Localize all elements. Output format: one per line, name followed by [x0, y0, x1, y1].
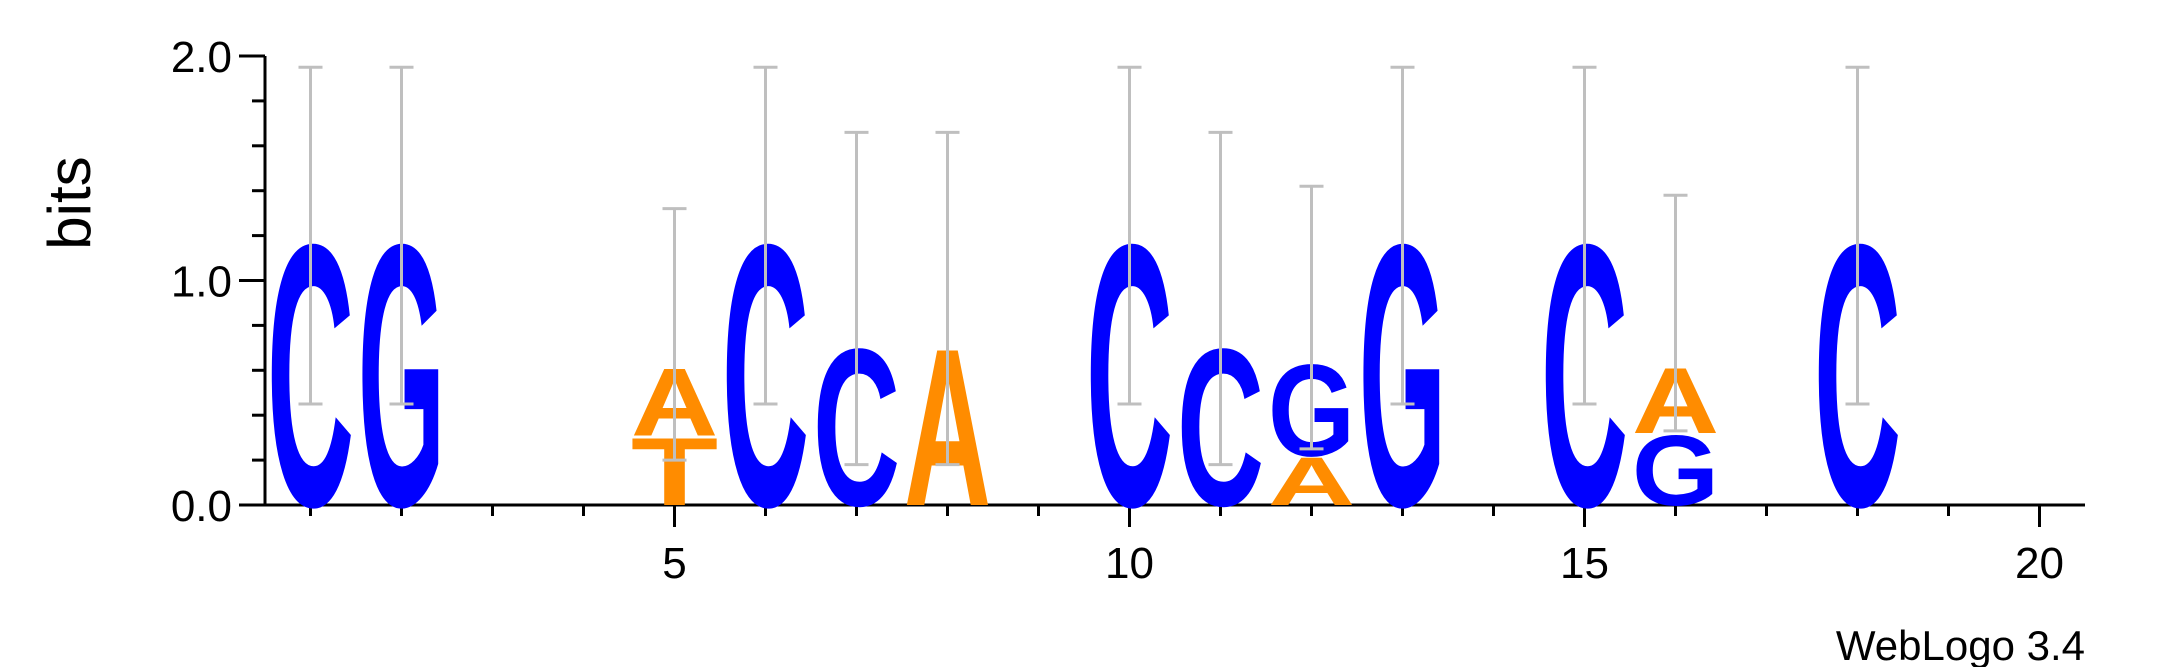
y-tick-label: 1.0 [171, 258, 232, 307]
x-tick-label: 20 [2015, 539, 2064, 588]
axes: 0.0 1.0 2.0 5 10 15 20 [171, 33, 2085, 588]
weblogo-credit: WebLogo 3.4 [1836, 622, 2085, 667]
y-tick-label: 0.0 [171, 482, 232, 531]
x-tick-label: 15 [1560, 539, 1609, 588]
letter-stacks: C G TA C C A C C AG G C GA C [267, 166, 1901, 585]
logo-letter-a: A [1268, 443, 1355, 520]
x-tick-label: 5 [662, 539, 686, 588]
logo-letter-g: G [1632, 415, 1719, 527]
x-tick-label: 10 [1105, 539, 1154, 588]
error-bars [298, 65, 1870, 467]
y-tick-label: 2.0 [171, 33, 232, 82]
y-axis-label: bits [36, 156, 103, 249]
